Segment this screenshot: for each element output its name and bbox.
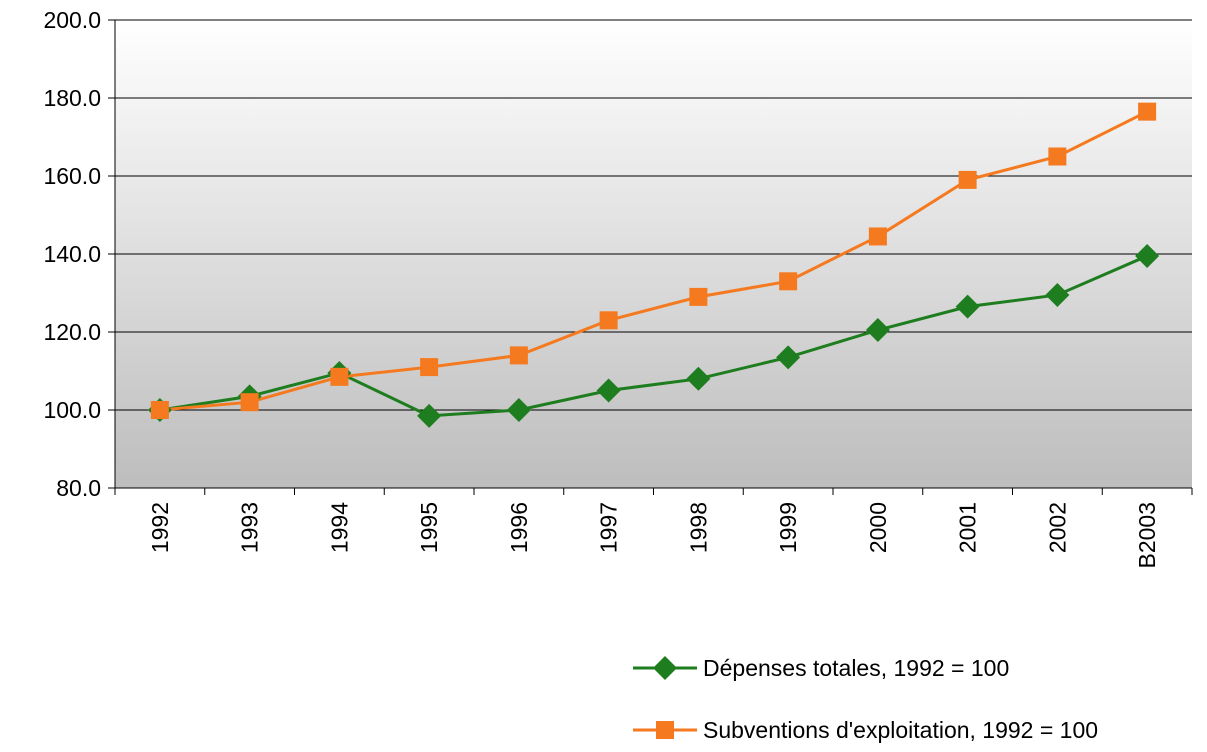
x-tick-label: 2002 (1044, 502, 1070, 553)
x-tick-label: 1998 (685, 502, 711, 553)
marker (420, 358, 439, 377)
marker (1048, 147, 1067, 166)
x-tick-label: 1994 (326, 502, 352, 553)
x-tick-label: B2003 (1134, 502, 1160, 569)
marker (689, 287, 708, 306)
marker (506, 398, 531, 422)
marker (656, 721, 674, 739)
series-line (159, 254, 1148, 418)
marker (779, 272, 798, 291)
marker (330, 367, 349, 386)
marker (150, 401, 169, 419)
series-line (159, 110, 1148, 412)
marker (509, 346, 528, 365)
marker (958, 170, 977, 189)
y-tick-label: 180.0 (43, 85, 101, 111)
marker (1135, 243, 1160, 268)
marker (653, 656, 677, 680)
y-tick-label: 200.0 (43, 7, 101, 33)
marker (1045, 282, 1070, 307)
marker (868, 227, 887, 246)
legend: Dépenses totales, 1992 = 100 Subventions … (633, 655, 1098, 743)
legend-label: Dépenses totales, 1992 = 100 (703, 655, 1009, 681)
marker (1138, 102, 1157, 121)
x-tick-label: 1999 (775, 502, 801, 553)
x-tick-label: 1996 (506, 502, 532, 553)
x-tick-label: 1992 (147, 502, 173, 553)
y-tick-label: 160.0 (43, 163, 101, 189)
x-tick-label: 1995 (416, 502, 442, 553)
y-tick-label: 80.0 (56, 475, 101, 501)
marker (776, 345, 801, 370)
legend-label: Subventions d'exploitation, 1992 = 100 (703, 717, 1098, 743)
marker (599, 311, 618, 330)
y-tick-label: 100.0 (43, 397, 101, 423)
y-tick-label: 140.0 (43, 241, 101, 267)
marker (240, 393, 259, 412)
x-tick-label: 1993 (237, 502, 263, 553)
marker (865, 318, 890, 343)
marker (955, 294, 980, 319)
x-tick-label: 2000 (865, 502, 891, 553)
x-tick-label: 2001 (955, 502, 981, 553)
x-tick-label: 1997 (596, 502, 622, 553)
marker (686, 366, 711, 391)
marker (596, 378, 621, 403)
y-tick-label: 120.0 (43, 319, 101, 345)
marker (417, 403, 442, 428)
